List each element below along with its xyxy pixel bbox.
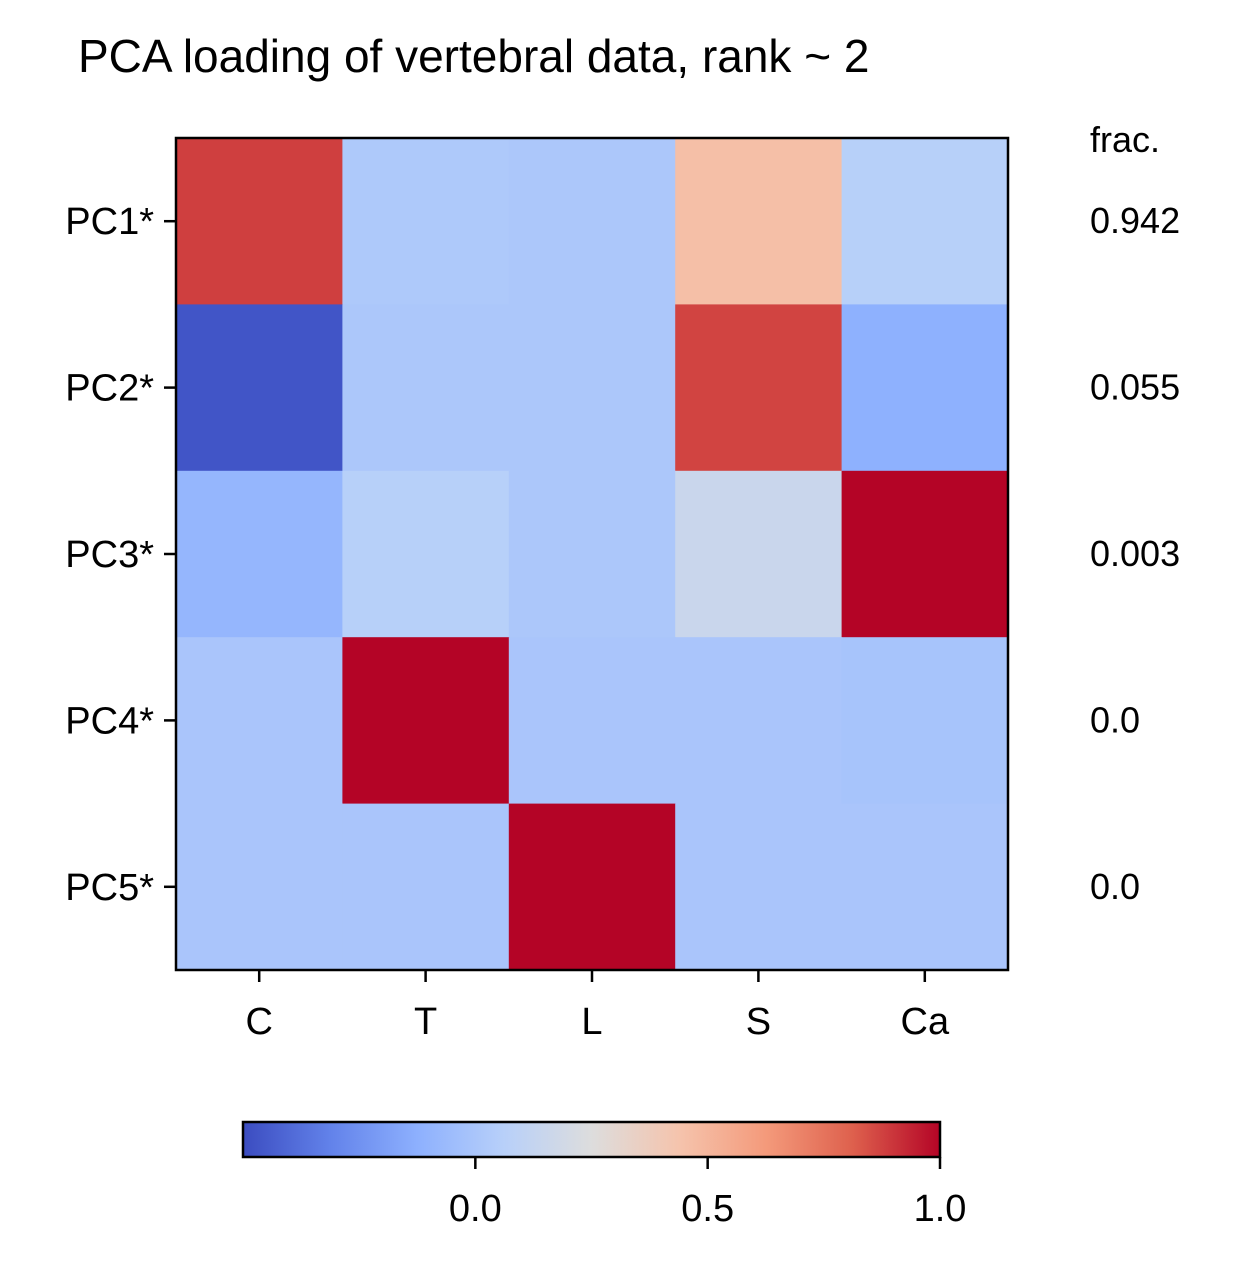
x-tick-label: T bbox=[414, 1001, 437, 1043]
heatmap-cell bbox=[342, 470, 510, 638]
y-tick-label: PC1* bbox=[65, 201, 154, 243]
heatmap-cell bbox=[176, 470, 343, 638]
heatmap-cell bbox=[841, 470, 1009, 638]
heatmap-cell bbox=[342, 803, 510, 971]
heatmap-cell bbox=[342, 637, 510, 805]
colorbar-gradient bbox=[241, 1120, 942, 1159]
heatmap-cell bbox=[508, 138, 676, 305]
heatmap-cell bbox=[675, 637, 843, 805]
x-tick-label: C bbox=[245, 1001, 272, 1043]
heatmap-cell bbox=[675, 803, 843, 971]
heatmap-cell bbox=[508, 637, 676, 805]
x-axis: C T L S Ca bbox=[245, 970, 950, 1043]
colorbar-tick-label: 1.0 bbox=[914, 1188, 967, 1230]
heatmap-cell bbox=[841, 637, 1009, 805]
heatmap-cell bbox=[675, 304, 843, 472]
frac-value: 0.942 bbox=[1090, 200, 1180, 241]
x-tick-label: L bbox=[581, 1001, 602, 1043]
frac-values: 0.942 0.055 0.003 0.0 0.0 bbox=[1090, 200, 1180, 907]
heatmap-cell bbox=[176, 304, 343, 472]
heatmap-cell bbox=[675, 138, 843, 305]
heatmap-cell bbox=[342, 304, 510, 472]
y-tick-label: PC4* bbox=[65, 700, 154, 742]
heatmap-cell bbox=[508, 470, 676, 638]
heatmap-cell bbox=[841, 304, 1009, 472]
chart-title: PCA loading of vertebral data, rank ~ 2 bbox=[78, 30, 869, 82]
y-axis: PC1* PC2* PC3* PC4* PC5* bbox=[65, 201, 176, 909]
heatmap-cell bbox=[176, 803, 343, 971]
frac-value: 0.055 bbox=[1090, 367, 1180, 408]
heatmap-cell bbox=[508, 803, 676, 971]
frac-value: 0.0 bbox=[1090, 866, 1140, 907]
y-tick-label: PC5* bbox=[65, 867, 154, 909]
heatmap-cell bbox=[675, 470, 843, 638]
heatmap-cell bbox=[841, 138, 1009, 305]
y-tick-label: PC3* bbox=[65, 534, 154, 576]
colorbar-tick-label: 0.0 bbox=[449, 1188, 502, 1230]
colorbar: 0.0 0.5 1.0 bbox=[241, 1120, 966, 1230]
heatmap-cell bbox=[508, 304, 676, 472]
heatmap-cell bbox=[342, 138, 510, 305]
frac-value: 0.0 bbox=[1090, 699, 1140, 740]
x-tick-label: Ca bbox=[901, 1001, 950, 1043]
frac-value: 0.003 bbox=[1090, 533, 1180, 574]
frac-header: frac. bbox=[1090, 119, 1160, 160]
colorbar-tick-label: 0.5 bbox=[681, 1188, 734, 1230]
heatmap-cell bbox=[176, 138, 343, 305]
heatmap-cell bbox=[841, 803, 1009, 971]
x-tick-label: S bbox=[746, 1001, 771, 1043]
heatmap-cells bbox=[176, 138, 1009, 971]
colorbar-ticks: 0.0 0.5 1.0 bbox=[449, 1157, 966, 1230]
y-tick-label: PC2* bbox=[65, 368, 154, 410]
heatmap-cell bbox=[176, 637, 343, 805]
